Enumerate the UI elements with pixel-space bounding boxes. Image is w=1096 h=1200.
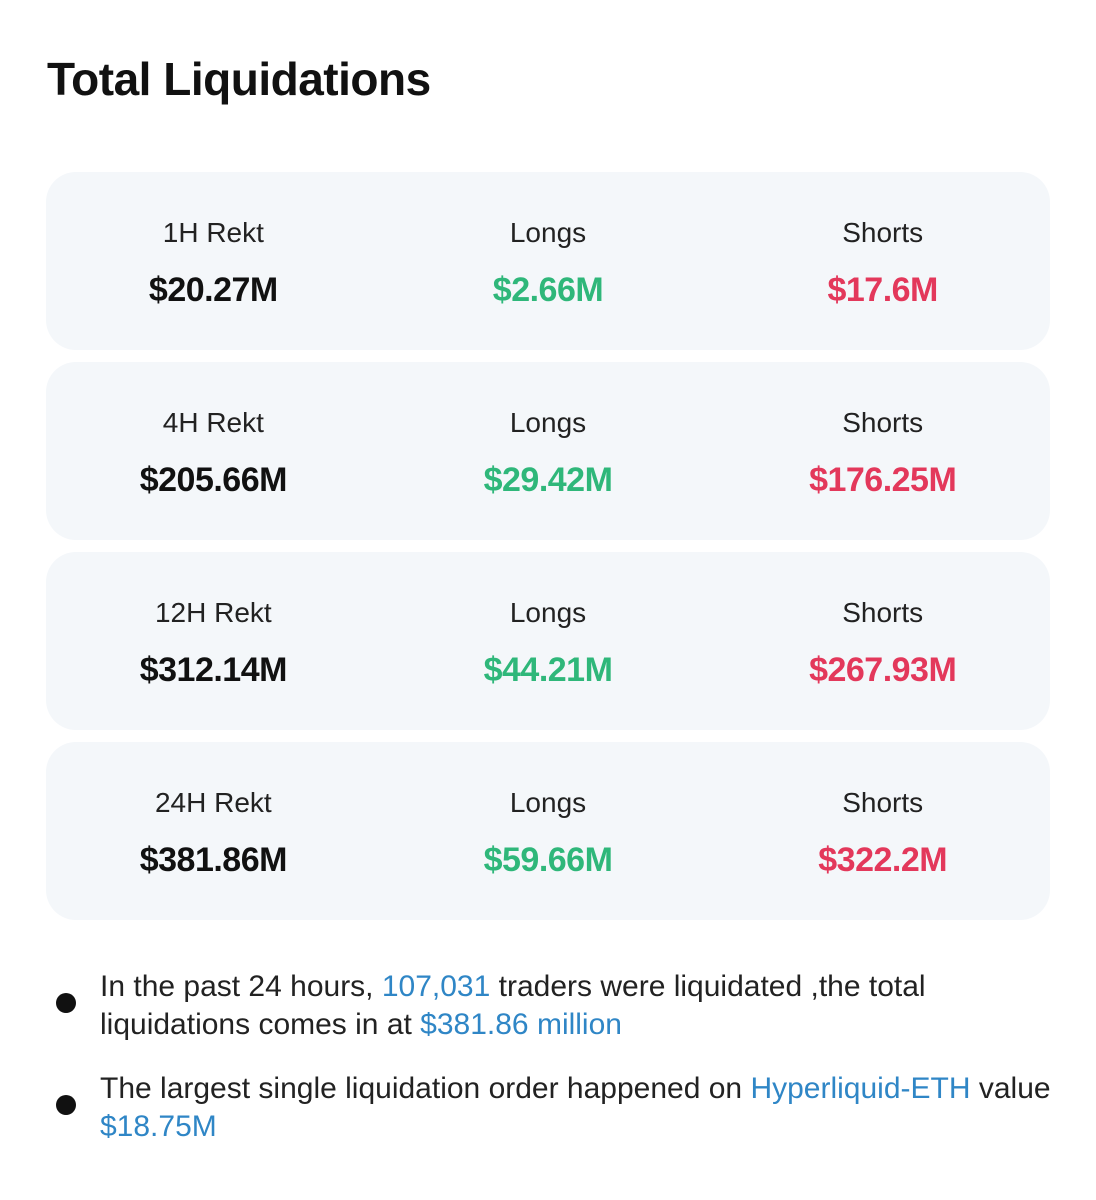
shorts-cell: Shorts $17.6M: [715, 172, 1050, 350]
shorts-label: Shorts: [842, 407, 924, 438]
shorts-label: Shorts: [842, 597, 924, 628]
total-value: $20.27M: [148, 271, 278, 309]
largest-order-amount[interactable]: $18.75M: [100, 1110, 217, 1143]
longs-cell: Longs $59.66M: [381, 742, 716, 920]
total-value: $381.86M: [139, 841, 288, 879]
longs-label: Longs: [509, 407, 587, 438]
shorts-cell: Shorts $267.93M: [715, 552, 1050, 730]
shorts-label: Shorts: [842, 787, 924, 818]
shorts-value: $322.2M: [818, 841, 948, 879]
largest-note-prefix: The largest single liquidation order hap…: [100, 1072, 751, 1105]
traders-count[interactable]: 107,031: [381, 970, 491, 1003]
longs-value: $29.42M: [483, 461, 613, 499]
bullet-icon: [56, 1095, 76, 1115]
period-label: 24H Rekt: [154, 787, 272, 818]
largest-order-note: The largest single liquidation order hap…: [56, 1070, 1056, 1146]
period-card-12h: 12H Rekt $312.14M Longs $44.21M Shorts $…: [46, 552, 1050, 730]
period-label: 12H Rekt: [154, 597, 272, 628]
market-link[interactable]: Hyperliquid-ETH: [750, 1072, 971, 1105]
shorts-cell: Shorts $176.25M: [715, 362, 1050, 540]
shorts-label: Shorts: [842, 217, 924, 248]
shorts-value: $267.93M: [809, 651, 957, 689]
traders-note: In the past 24 hours, 107,031 traders we…: [56, 968, 1056, 1044]
longs-cell: Longs $29.42M: [381, 362, 716, 540]
total-liquidation-amount[interactable]: $381.86 million: [420, 1008, 622, 1041]
shorts-value: $17.6M: [827, 271, 938, 309]
total-value: $205.66M: [139, 461, 288, 499]
bullet-icon: [56, 993, 76, 1013]
period-card-1h: 1H Rekt $20.27M Longs $2.66M Shorts $17.…: [46, 172, 1050, 350]
longs-cell: Longs $44.21M: [381, 552, 716, 730]
longs-cell: Longs $2.66M: [381, 172, 716, 350]
longs-label: Longs: [509, 597, 587, 628]
longs-label: Longs: [509, 787, 587, 818]
liquidation-cards: 1H Rekt $20.27M Longs $2.66M Shorts $17.…: [46, 172, 1050, 932]
total-cell: 4H Rekt $205.66M: [46, 362, 381, 540]
shorts-value: $176.25M: [809, 461, 957, 499]
period-card-24h: 24H Rekt $381.86M Longs $59.66M Shorts $…: [46, 742, 1050, 920]
total-cell: 24H Rekt $381.86M: [46, 742, 381, 920]
total-cell: 1H Rekt $20.27M: [46, 172, 381, 350]
longs-value: $59.66M: [483, 841, 613, 879]
shorts-cell: Shorts $322.2M: [715, 742, 1050, 920]
total-value: $312.14M: [139, 651, 288, 689]
traders-note-prefix: In the past 24 hours,: [100, 970, 382, 1003]
largest-note-middle: value: [970, 1072, 1051, 1105]
longs-value: $2.66M: [492, 271, 604, 309]
total-cell: 12H Rekt $312.14M: [46, 552, 381, 730]
period-label: 4H Rekt: [162, 407, 264, 438]
summary-notes: In the past 24 hours, 107,031 traders we…: [56, 968, 1056, 1172]
period-card-4h: 4H Rekt $205.66M Longs $29.42M Shorts $1…: [46, 362, 1050, 540]
page-title: Total Liquidations: [47, 53, 431, 105]
longs-label: Longs: [509, 217, 587, 248]
traders-note-middle: traders were liquidated ,the total liqui…: [100, 970, 926, 1041]
longs-value: $44.21M: [483, 651, 613, 689]
period-label: 1H Rekt: [162, 217, 264, 248]
